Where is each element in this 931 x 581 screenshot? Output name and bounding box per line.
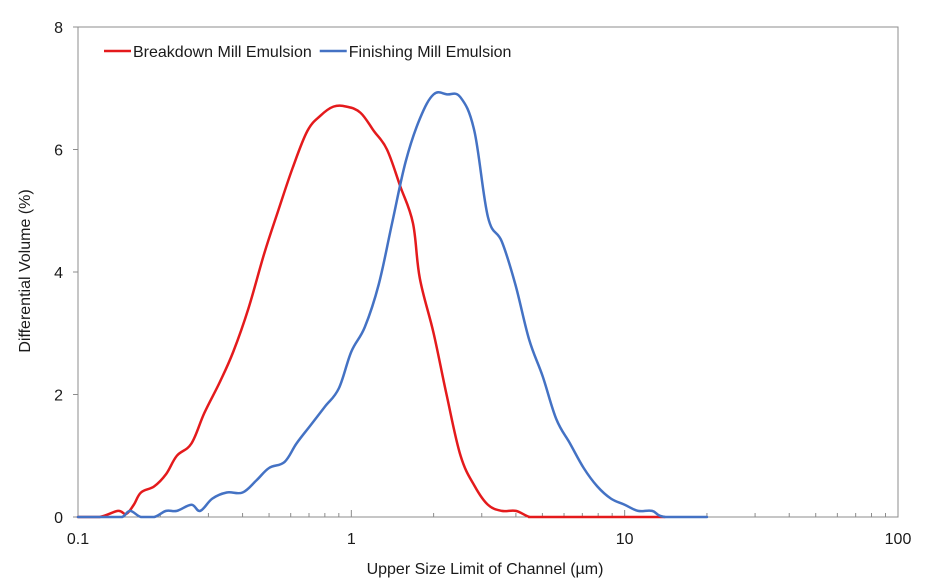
- x-tick-label: 10: [616, 531, 634, 548]
- legend-label-finishing-mill-emulsion: Finishing Mill Emulsion: [349, 44, 512, 61]
- x-tick-label: 0.1: [67, 531, 89, 548]
- plot-border: [77, 26, 899, 518]
- y-axis-title: Differential Volume (%): [17, 189, 34, 352]
- series-line-finishing-mill-emulsion: [76, 91, 709, 519]
- y-tick-label: 0: [54, 510, 63, 527]
- x-tick-label: 100: [885, 531, 912, 548]
- legend-label-breakdown-mill-emulsion: Breakdown Mill Emulsion: [133, 44, 312, 61]
- x-tick-label: 1: [347, 531, 356, 548]
- y-tick-label: 4: [54, 265, 63, 282]
- y-tick-label: 6: [54, 143, 63, 160]
- series-layer: [76, 91, 709, 519]
- y-tick-label: 2: [54, 388, 63, 405]
- plot-area: [77, 26, 899, 518]
- series-line-breakdown-mill-emulsion: [76, 104, 666, 519]
- x-axis-title: Upper Size Limit of Channel (µm): [367, 561, 604, 578]
- y-axis: 0 2 4 6 8: [54, 20, 78, 527]
- x-axis: 0.1 1 10 100: [67, 510, 912, 548]
- legend: Breakdown Mill Emulsion Finishing Mill Em…: [104, 44, 511, 61]
- y-tick-label: 8: [54, 20, 63, 37]
